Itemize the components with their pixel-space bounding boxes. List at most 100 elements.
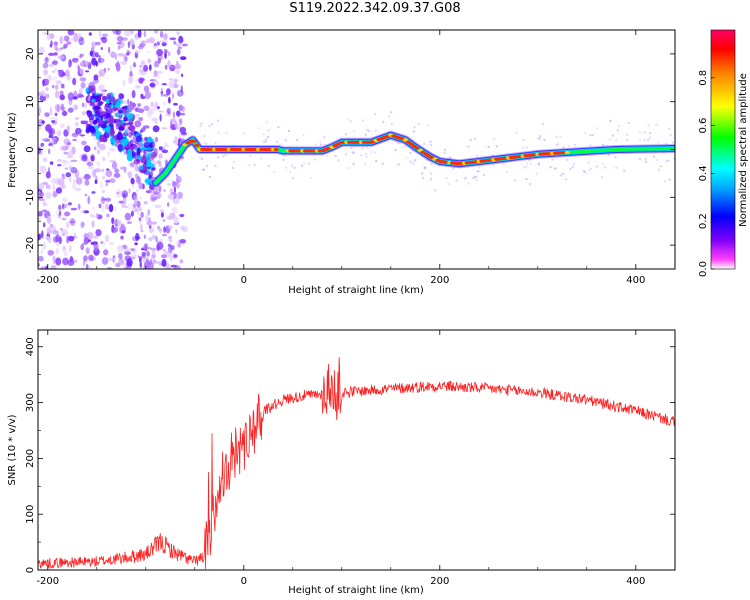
faint-pixel	[615, 139, 618, 142]
noise-blob	[59, 90, 64, 96]
noise-blob	[135, 86, 142, 89]
faint-pixel	[412, 162, 415, 165]
noise-blob	[157, 71, 161, 80]
faint-pixel	[473, 175, 476, 178]
noise-blob	[39, 192, 45, 197]
noise-blob	[48, 166, 51, 174]
noise-blob	[108, 257, 113, 262]
faint-pixel	[567, 145, 570, 148]
x-tick-label: 0	[241, 576, 247, 587]
noise-blob	[121, 40, 124, 47]
noise-blob	[151, 234, 157, 240]
ridge-peak	[408, 142, 414, 146]
noise-blob	[163, 226, 167, 233]
noise-blob	[152, 186, 159, 195]
noise-blob	[126, 52, 130, 56]
faint-pixel	[267, 129, 270, 132]
noise-blob	[173, 185, 176, 194]
noise-blob	[89, 50, 94, 57]
faint-pixel	[421, 177, 424, 180]
noise-blob	[93, 235, 99, 239]
faint-pixel	[584, 131, 587, 134]
noise-blob	[52, 255, 56, 261]
signal-blob	[85, 127, 90, 134]
noise-blob	[47, 210, 50, 214]
faint-pixel	[374, 129, 377, 132]
noise-blob	[150, 190, 156, 198]
faint-pixel	[430, 172, 432, 175]
y-tick-label: 0	[25, 567, 36, 573]
faint-pixel	[360, 154, 363, 157]
noise-blob	[46, 227, 51, 235]
noise-blob	[111, 161, 118, 170]
noise-blob	[170, 118, 177, 124]
noise-blob	[111, 217, 115, 225]
colorbar-ticks: 0.0 0.2 0.4 0.6 0.8	[698, 70, 715, 277]
signal-blob	[125, 111, 130, 118]
faint-pixel	[475, 179, 478, 182]
noise-blob	[63, 151, 69, 155]
noise-blob	[174, 63, 180, 69]
noise-blob	[106, 266, 113, 269]
noise-blob	[66, 74, 71, 81]
noise-blob	[68, 235, 75, 242]
faint-pixel	[398, 163, 401, 166]
noise-blob	[38, 46, 45, 54]
faint-pixel	[566, 158, 568, 161]
noise-blob	[122, 53, 126, 62]
faint-pixel	[542, 122, 544, 125]
faint-pixel	[302, 134, 305, 137]
noise-blob	[157, 163, 161, 167]
noise-blob	[176, 110, 181, 117]
noise-blob	[83, 103, 88, 108]
faint-pixel	[424, 166, 427, 169]
noise-blob	[150, 101, 155, 108]
noise-blob	[91, 41, 97, 48]
faint-pixel	[352, 151, 355, 154]
noise-blob	[126, 50, 130, 53]
noise-blob	[127, 203, 134, 211]
faint-pixel	[601, 143, 604, 146]
faint-pixel	[491, 154, 494, 157]
noise-blob	[177, 191, 183, 199]
noise-blob	[40, 142, 45, 147]
noise-blob	[110, 51, 116, 59]
noise-blob	[152, 125, 160, 133]
signal-blob	[117, 143, 124, 152]
noise-blob	[129, 38, 135, 46]
noise-blob	[105, 197, 112, 202]
noise-blob	[85, 70, 90, 73]
faint-pixel	[529, 162, 532, 165]
faint-pixel	[657, 168, 660, 171]
noise-blob	[64, 167, 69, 170]
noise-blob	[101, 36, 108, 44]
noise-blob	[153, 70, 158, 78]
noise-blob	[93, 243, 99, 252]
y-tick-label: -10	[25, 189, 36, 205]
noise-blob	[70, 207, 78, 211]
noise-blob	[176, 191, 183, 200]
noise-blob	[38, 210, 43, 217]
noise-blob	[158, 110, 164, 113]
faint-pixel	[665, 143, 668, 145]
faint-pixel	[370, 151, 373, 154]
noise-blob	[134, 242, 138, 246]
noise-blob	[154, 204, 162, 209]
noise-blob	[63, 35, 70, 42]
noise-blob	[161, 83, 167, 86]
noise-blob	[79, 134, 86, 137]
y-tick-label: 200	[25, 449, 36, 468]
faint-pixel	[452, 167, 455, 170]
noise-blob	[126, 172, 130, 176]
signal-blob	[118, 114, 123, 120]
faint-pixel	[657, 141, 660, 144]
noise-blob	[161, 258, 167, 267]
noise-blob	[56, 105, 60, 113]
faint-pixel	[549, 166, 552, 169]
noise-blob	[55, 90, 60, 99]
faint-pixel	[430, 178, 433, 181]
noise-blob	[69, 256, 74, 263]
faint-pixel	[528, 159, 531, 162]
noise-blob	[136, 188, 139, 193]
noise-blob	[156, 48, 164, 57]
